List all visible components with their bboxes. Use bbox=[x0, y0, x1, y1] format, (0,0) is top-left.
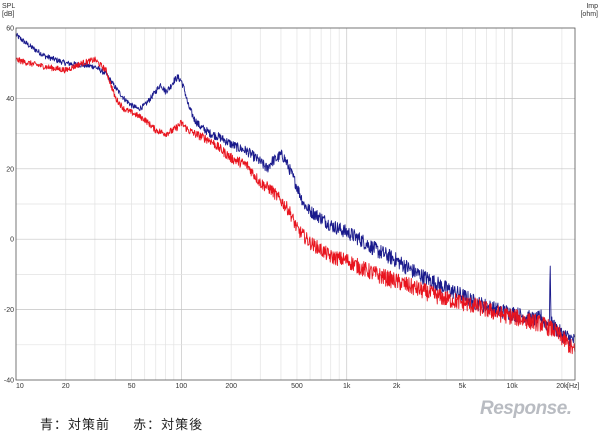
legend-caption: 青：対策前 赤：対策後 bbox=[40, 414, 221, 433]
x-tick-label: 10 bbox=[16, 383, 24, 390]
x-tick-label: 1k bbox=[343, 383, 351, 390]
legend-red: 赤：対策後 bbox=[133, 418, 204, 433]
grid bbox=[16, 28, 575, 380]
x-tick-label: 500 bbox=[291, 383, 303, 390]
y-tick-label: 0 bbox=[10, 237, 14, 244]
x-tick-label: 20 bbox=[62, 383, 70, 390]
series-line-red bbox=[15, 56, 576, 355]
y-tick-label: -40 bbox=[4, 378, 14, 385]
x-unit: [Hz] bbox=[567, 383, 580, 390]
series-layer bbox=[15, 32, 576, 355]
y-tick-label: 60 bbox=[6, 26, 14, 33]
x-tick-label: 2k bbox=[393, 383, 401, 390]
y-right-label: Imp bbox=[586, 3, 598, 10]
y-tick-label: 40 bbox=[6, 96, 14, 103]
x-tick-label: 20k bbox=[556, 383, 568, 390]
x-tick-label: 100 bbox=[176, 383, 188, 390]
response-logo: Response. bbox=[480, 398, 572, 419]
x-tick-label: 10k bbox=[506, 383, 518, 390]
y-tick-label: -20 bbox=[4, 307, 14, 314]
y-left-label: SPL bbox=[2, 3, 15, 10]
y-right-unit: [ohm] bbox=[580, 11, 598, 18]
series-line-blue bbox=[15, 32, 576, 347]
x-tick-label: 200 bbox=[225, 383, 237, 390]
y-tick-label: 20 bbox=[6, 166, 14, 173]
plot-frame bbox=[15, 27, 576, 381]
legend-blue: 青：対策前 bbox=[40, 418, 111, 433]
x-tick-label: 50 bbox=[128, 383, 136, 390]
y-left-unit: [dB] bbox=[2, 11, 15, 18]
x-tick-label: 5k bbox=[459, 383, 467, 390]
